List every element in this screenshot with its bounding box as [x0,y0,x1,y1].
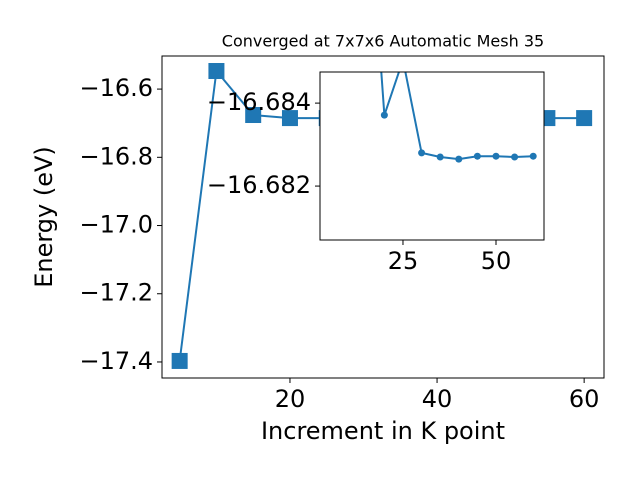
marker [245,107,262,124]
y-tick-label: −17.4 [79,347,153,375]
marker [492,152,500,160]
axes-frame [319,71,545,241]
axes-frame [161,55,605,379]
marker [171,352,188,369]
x-tick-label: 25 [388,247,419,275]
y-tick-label: −16.6 [79,74,153,102]
y-tick-label: −17.0 [79,211,153,239]
series-line [380,72,534,161]
marker [576,110,593,127]
marker [529,152,537,160]
marker [380,111,388,119]
marker [436,153,444,161]
chart-title: Converged at 7x7x6 Automatic Mesh 35 [222,32,544,51]
marker [281,110,298,127]
y-axis-label: Energy (eV) [30,146,58,288]
x-tick-label: 20 [275,385,306,413]
y-tick-label: −16.8 [79,142,153,170]
marker [418,149,426,157]
x-axis-label: Increment in K point [261,417,505,445]
marker [473,152,481,160]
marker [208,63,225,80]
x-tick-label: 60 [569,385,600,413]
y-tick-label: −16.682 [207,171,311,199]
marker [455,155,463,163]
x-tick-label: 50 [481,247,512,275]
marker [511,153,519,161]
y-tick-label: −16.684 [207,88,311,116]
y-tick-label: −17.2 [79,279,153,307]
marker [399,56,406,63]
x-tick-label: 40 [422,385,453,413]
